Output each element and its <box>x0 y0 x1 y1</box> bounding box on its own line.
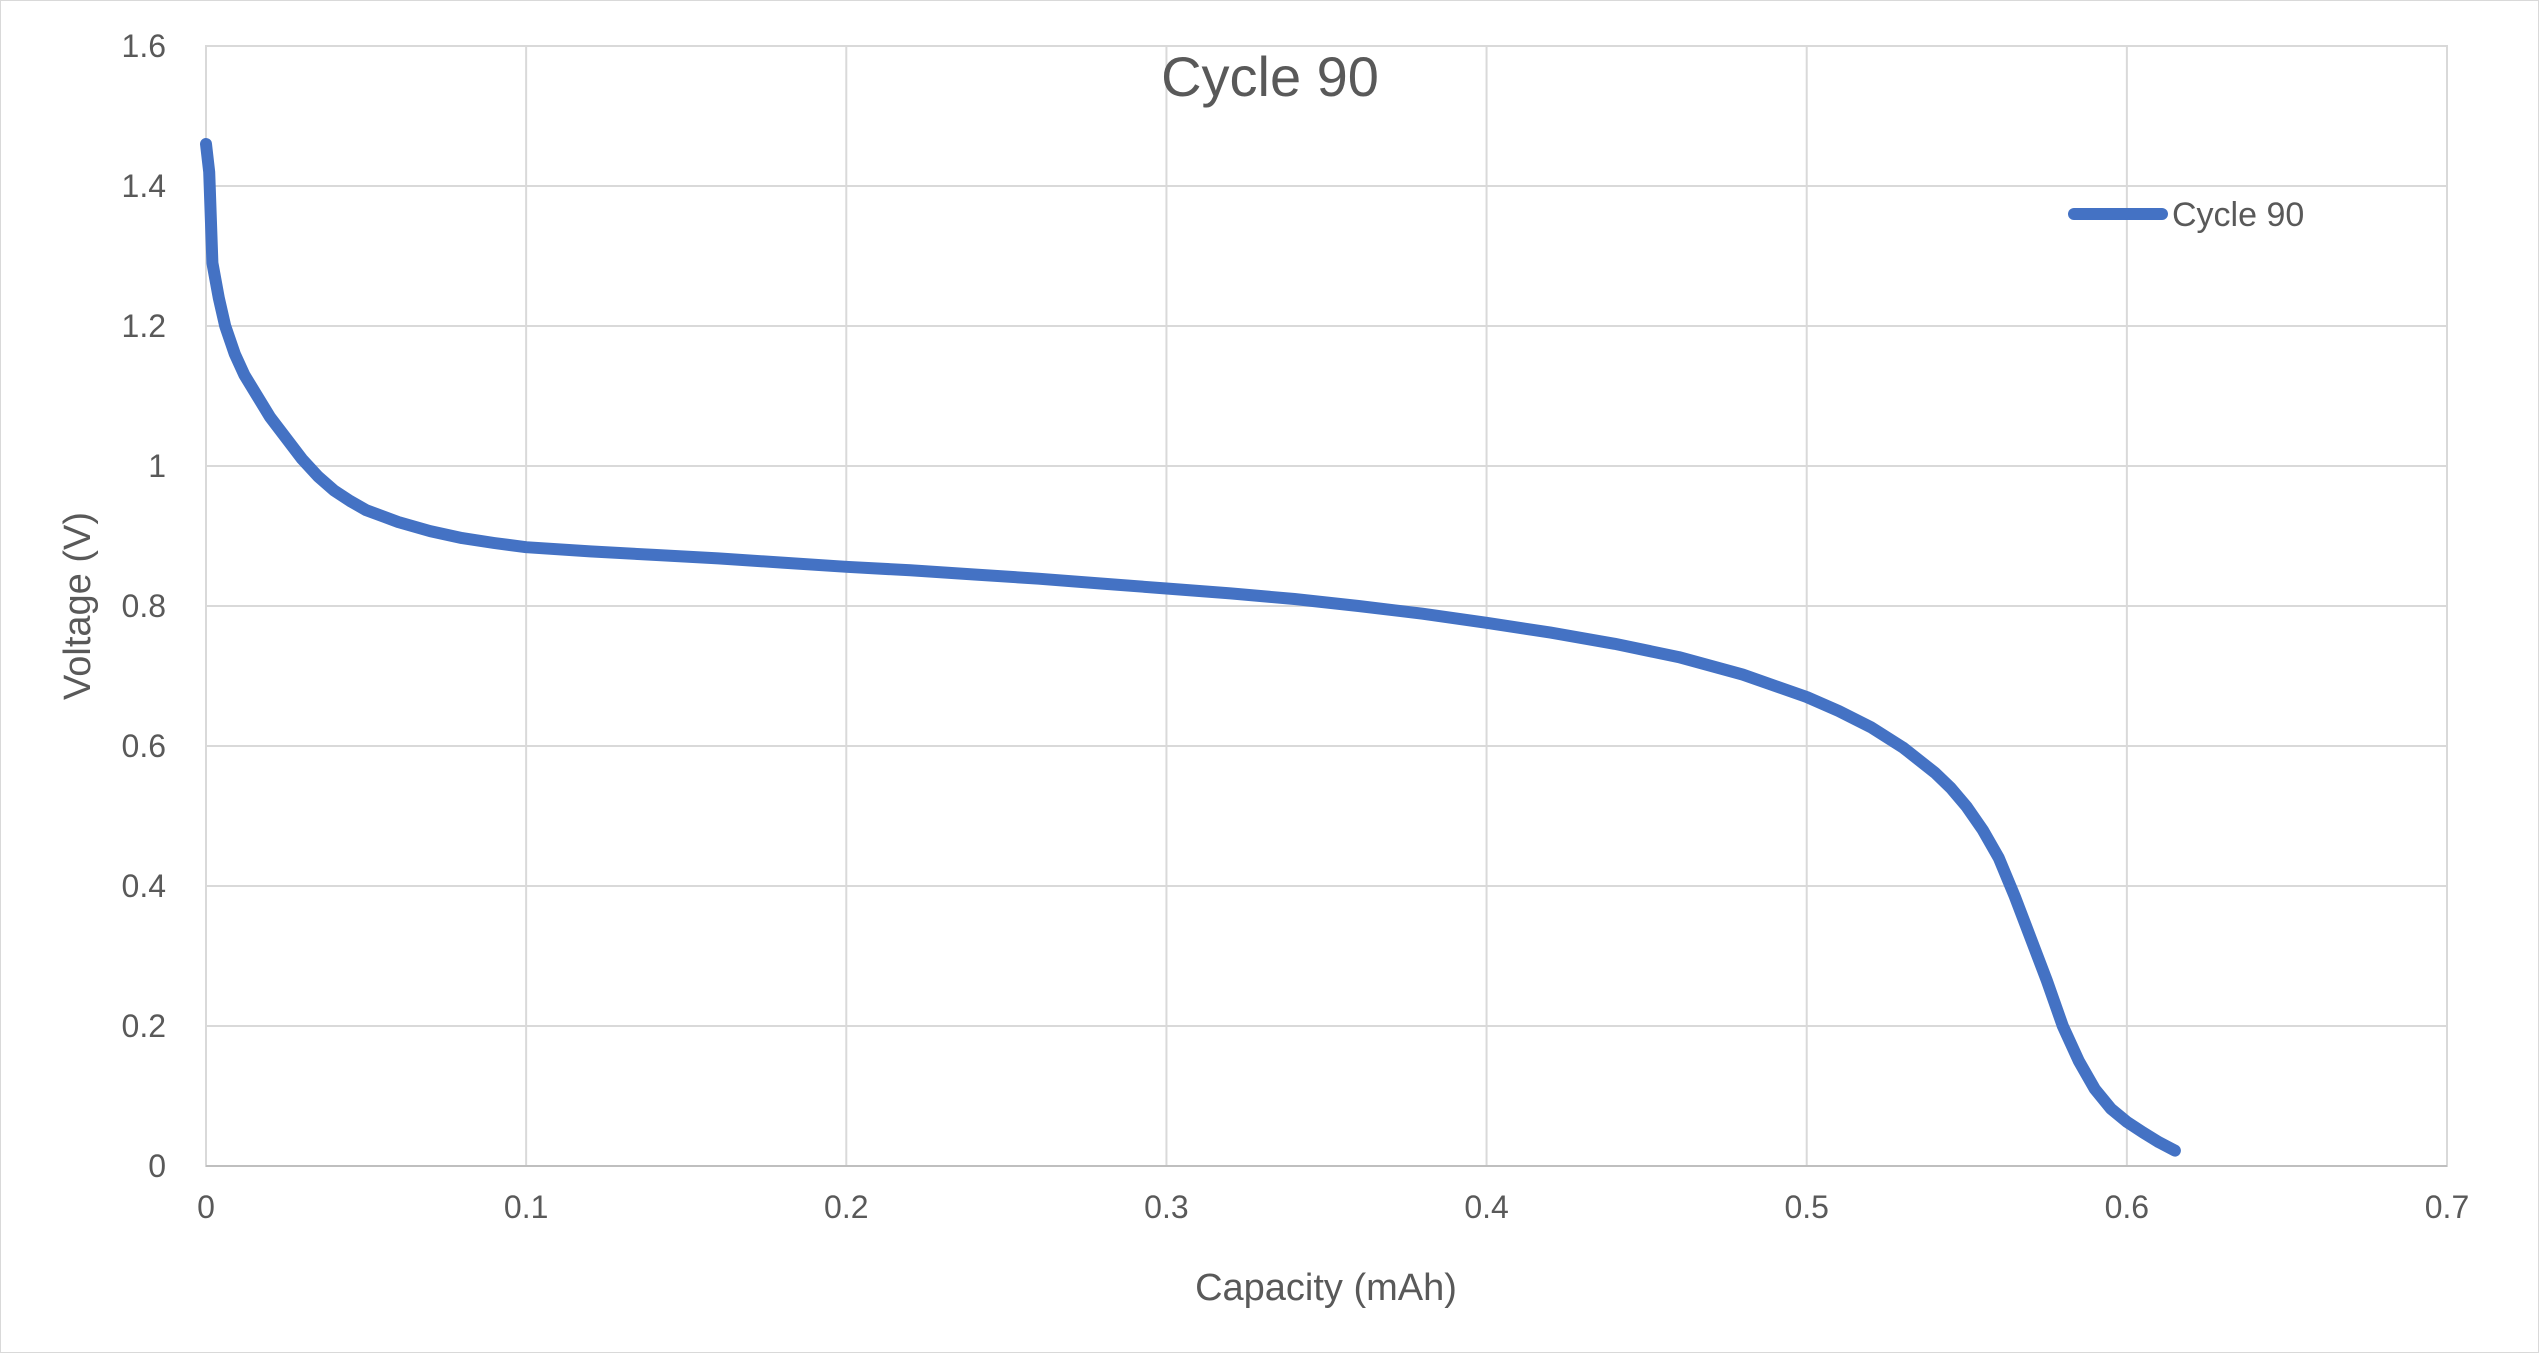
y-tick-label: 0.4 <box>122 868 166 904</box>
series-line-0 <box>200 138 2181 1157</box>
legend-label: Cycle 90 <box>2172 196 2304 234</box>
x-tick-label: 0.5 <box>1784 1189 1828 1225</box>
x-tick-label: 0 <box>197 1189 215 1225</box>
y-tick-label: 0 <box>148 1148 166 1184</box>
y-tick-label: 1 <box>148 448 166 484</box>
x-tick-label: 0.6 <box>2105 1189 2149 1225</box>
x-axis-title: Capacity (mAh) <box>1195 1267 1457 1309</box>
y-tick-label: 1.6 <box>122 28 166 64</box>
y-tick-label: 0.6 <box>122 728 166 764</box>
x-tick-label: 0.1 <box>504 1189 548 1225</box>
y-tick-label: 1.4 <box>122 168 166 204</box>
x-tick-label: 0.7 <box>2425 1189 2469 1225</box>
y-tick-label: 1.2 <box>122 308 166 344</box>
grid <box>205 45 2448 1167</box>
series-layer <box>200 138 2181 1157</box>
legend: Cycle 90 <box>2068 196 2304 234</box>
chart-title: Cycle 90 <box>1161 45 1379 108</box>
y-tick-label: 0.8 <box>122 588 166 624</box>
x-tick-label: 0.2 <box>824 1189 868 1225</box>
x-tick-label: 0.4 <box>1464 1189 1508 1225</box>
x-tick-label: 0.3 <box>1144 1189 1188 1225</box>
tick-labels: 0 0.1 0.2 0.3 0.4 0.5 0.6 0.7 0 0.2 0.4 0.6 0.8 1 1.2 1… <box>122 28 2470 1225</box>
y-axis-title: Voltage (V) <box>57 512 99 700</box>
y-tick-label: 0.2 <box>122 1008 166 1044</box>
